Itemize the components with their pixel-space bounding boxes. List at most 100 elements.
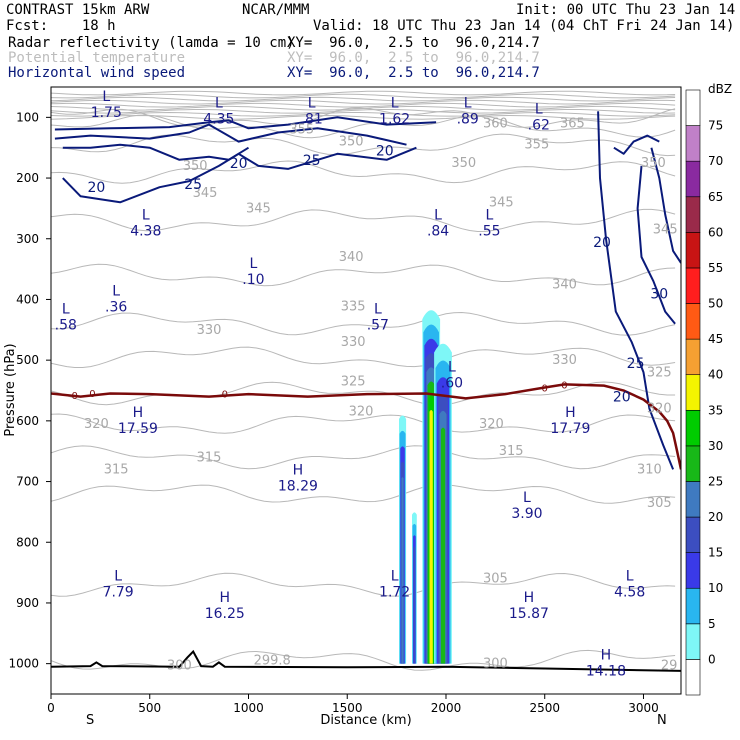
- isentrope-label: 345: [653, 223, 678, 238]
- y-tick-label: 300: [16, 232, 39, 246]
- isentrope-310: [51, 484, 676, 504]
- pressure-center-marker: L: [142, 208, 150, 224]
- isentrope-label: 300: [167, 658, 192, 673]
- pressure-center-value: .36: [105, 299, 127, 315]
- wind-speed-label: 25: [184, 177, 202, 193]
- pressure-center-value: .57: [367, 318, 389, 334]
- colorbar-swatch-75: [685, 125, 701, 162]
- isentrope-upper: [51, 90, 676, 96]
- reflectivity-cell-1-level-25: [401, 477, 404, 664]
- isentrope-label: 29: [661, 658, 678, 673]
- isentrope-label: 299.8: [254, 654, 291, 669]
- isentrope-label: 305: [647, 496, 672, 511]
- isentrope-label: 305: [483, 572, 508, 587]
- y-tick-label: 1000: [8, 657, 39, 671]
- isentrope-305: [51, 572, 676, 597]
- isentrope-label: 330: [341, 335, 366, 350]
- pressure-center-value: 4.58: [614, 585, 645, 601]
- isentrope-label: 345: [246, 201, 271, 216]
- reflectivity-cell-2-level-20: [413, 546, 416, 664]
- pressure-center-marker: L: [62, 302, 70, 318]
- isentrope-upper: [51, 105, 676, 111]
- reflectivity-cell-4-level-30: [440, 427, 446, 664]
- field-wind-name: Horizontal wind speed: [8, 65, 186, 81]
- colorbar-swatch-40: [685, 374, 701, 411]
- isentrope-label: 355: [289, 122, 314, 137]
- field-reflectivity-xy: XY= 96.0, 2.5 to 96.0,214.7: [287, 35, 540, 51]
- wind-speed-contour: [613, 134, 660, 155]
- pressure-center-value: .60: [441, 375, 463, 391]
- x-tick-label: 2500: [529, 701, 560, 715]
- pressure-center-value: 4.38: [130, 224, 161, 240]
- init-time: Init: 00 UTC Thu 23 Jan 14: [516, 2, 736, 18]
- colorbar-level-label: 65: [708, 190, 723, 204]
- isentrope-320: [51, 413, 676, 434]
- pressure-center-value: .89: [457, 111, 479, 127]
- pressure-center-marker: L: [215, 95, 223, 111]
- plot-frame: [50, 86, 682, 695]
- colorbar-level-label: 70: [708, 154, 723, 168]
- isentrope-label: 365: [560, 116, 585, 131]
- colorbar-level-label: 5: [708, 617, 716, 631]
- isentrope-label: 335: [341, 300, 366, 315]
- pressure-center-value: 7.79: [103, 585, 134, 601]
- x-tick-label: 3000: [628, 701, 659, 715]
- zero-isotherm-label: 0: [542, 384, 548, 395]
- colorbar-swatch-30: [685, 445, 701, 482]
- isentrope-label: 325: [341, 374, 366, 389]
- pressure-center-marker: L: [626, 569, 634, 585]
- pressure-center-marker: L: [250, 256, 258, 272]
- isentrope-upper: [51, 109, 676, 114]
- pressure-center-value: 1.72: [379, 585, 410, 601]
- isentrope-label: 355: [524, 138, 549, 153]
- wind-speed-contour: [62, 146, 417, 204]
- pressure-center-marker: L: [102, 89, 110, 105]
- colorbar-level-label: 10: [708, 581, 723, 595]
- x-end-label-north: N: [657, 713, 667, 728]
- pressure-center-marker: L: [448, 359, 456, 375]
- isentrope-upper: [51, 93, 676, 99]
- pressure-center-marker: L: [486, 208, 494, 224]
- pressure-center-value: .10: [242, 272, 264, 288]
- wind-speed-label: 20: [376, 144, 394, 160]
- colorbar-swatch-15: [685, 552, 701, 589]
- colorbar-level-label: 20: [708, 510, 723, 524]
- isentrope-335: [51, 311, 676, 336]
- x-tick-label: 1500: [332, 701, 363, 715]
- forecast-hour: Fcst: 18 h: [6, 18, 116, 34]
- wind-speed-label: 20: [230, 156, 248, 172]
- pressure-center-value: .62: [528, 117, 550, 133]
- isentrope-label: 315: [499, 444, 524, 459]
- colorbar-level-label: 15: [708, 546, 723, 560]
- valid-time: Valid: 18 UTC Thu 23 Jan 14 (04 ChT Fri …: [313, 18, 735, 34]
- plot-area: [51, 87, 681, 694]
- pressure-center-value: 1.62: [379, 111, 410, 127]
- colorbar-top-cap: [685, 89, 701, 126]
- colorbar-swatch-50: [685, 303, 701, 340]
- pressure-center-marker: L: [391, 95, 399, 111]
- pressure-center-value: .84: [427, 224, 449, 240]
- isentrope-label: 350: [451, 156, 476, 171]
- pressure-center-value: 16.25: [205, 606, 245, 622]
- isentrope-label: 315: [104, 462, 129, 477]
- reflectivity-cell-3-level-40: [429, 410, 433, 664]
- colorbar-unit: dBZ: [708, 82, 732, 96]
- colorbar-swatch-20: [685, 516, 701, 553]
- wind-speed-contour: [54, 116, 437, 131]
- pressure-center-marker: H: [220, 590, 231, 606]
- terrain-line: [51, 649, 681, 672]
- colorbar-swatch-0: [685, 659, 701, 696]
- x-tick-label: 0: [47, 701, 55, 715]
- y-tick-label: 400: [16, 292, 39, 306]
- colorbar-swatch-60: [685, 232, 701, 269]
- wind-speed-contour: [636, 165, 676, 325]
- colorbar-swatch-10: [685, 587, 701, 625]
- colorbar-level-label: 30: [708, 439, 723, 453]
- isentrope-upper: [51, 99, 676, 105]
- zero-isotherm-label: 0: [72, 391, 78, 402]
- pressure-center-marker: H: [601, 648, 612, 664]
- y-tick-label: 800: [16, 535, 39, 549]
- field-reflectivity-name: Radar reflectivity (lamda = 10 cm): [8, 35, 295, 51]
- pressure-center-value: 14.18: [586, 664, 626, 680]
- wind-speed-label: 30: [650, 286, 668, 302]
